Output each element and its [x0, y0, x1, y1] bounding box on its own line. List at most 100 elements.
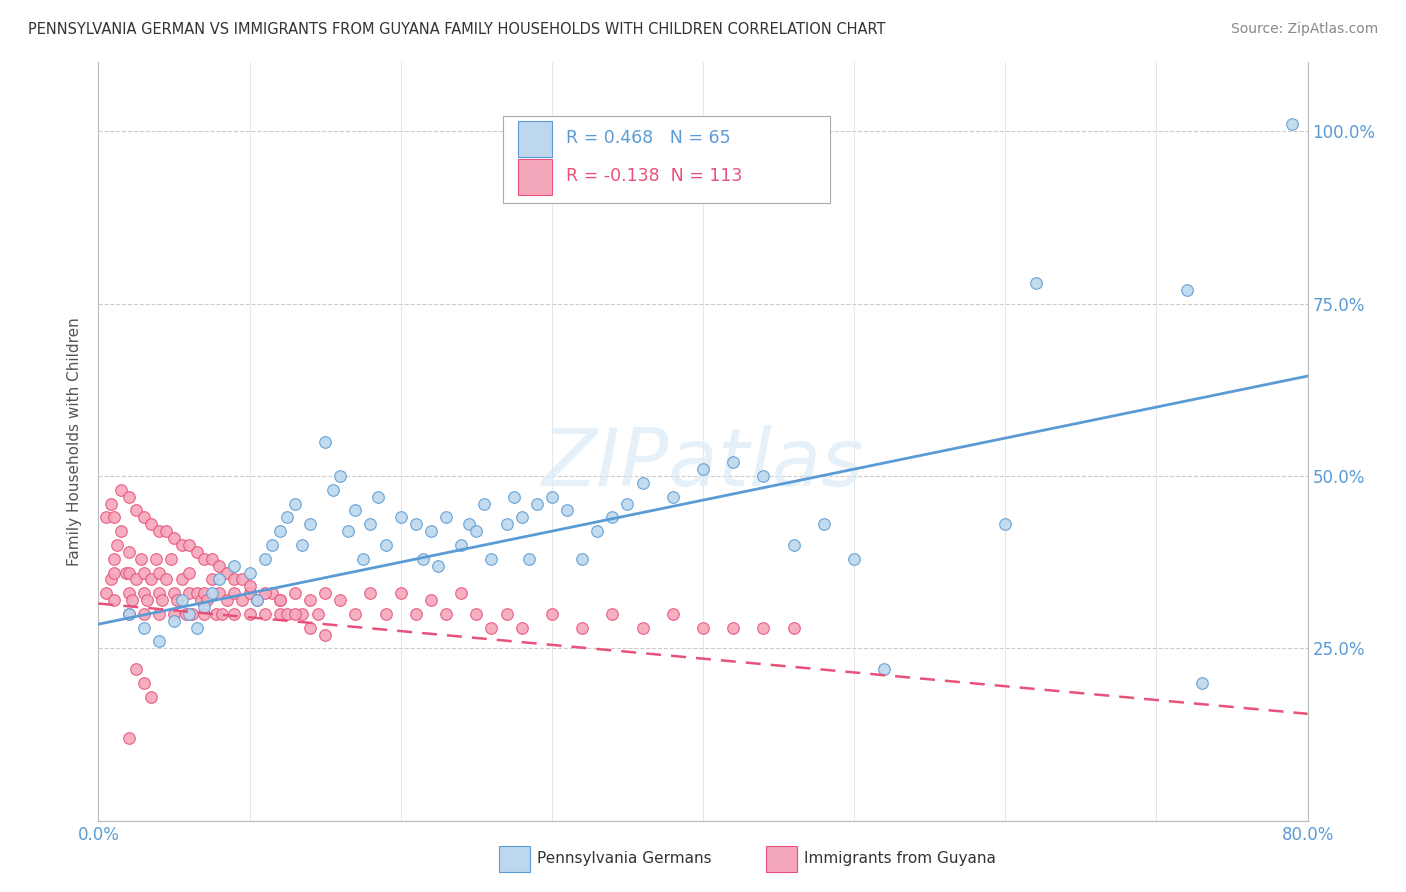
- Text: Pennsylvania Germans: Pennsylvania Germans: [537, 852, 711, 866]
- Point: [125, 503, 148, 517]
- Point: [374, 607, 396, 621]
- Point: [631, 475, 654, 490]
- Point: [208, 558, 231, 573]
- Point: [201, 551, 224, 566]
- Point: [114, 566, 136, 580]
- Point: [118, 545, 141, 559]
- Point: [586, 524, 609, 538]
- Point: [148, 586, 170, 600]
- Point: [239, 579, 262, 593]
- Point: [269, 593, 291, 607]
- Point: [602, 607, 624, 621]
- Point: [163, 614, 186, 628]
- Point: [224, 558, 246, 573]
- Point: [631, 621, 654, 635]
- Point: [125, 662, 148, 676]
- Point: [994, 517, 1017, 532]
- Point: [148, 607, 170, 621]
- Point: [118, 566, 141, 580]
- Point: [692, 462, 714, 476]
- Point: [132, 621, 155, 635]
- Point: [148, 566, 170, 580]
- Point: [269, 607, 291, 621]
- Point: [336, 524, 359, 538]
- Point: [103, 551, 125, 566]
- Point: [224, 607, 246, 621]
- Point: [179, 607, 201, 621]
- Point: [284, 607, 307, 621]
- Point: [170, 538, 193, 552]
- Point: [132, 510, 155, 524]
- Point: [193, 551, 215, 566]
- Point: [571, 621, 593, 635]
- Point: [262, 586, 284, 600]
- Point: [170, 593, 193, 607]
- FancyBboxPatch shape: [503, 115, 830, 202]
- Point: [783, 538, 806, 552]
- Point: [517, 551, 540, 566]
- Point: [783, 621, 806, 635]
- Point: [155, 524, 177, 538]
- Point: [367, 490, 389, 504]
- Point: [344, 503, 367, 517]
- Point: [450, 586, 472, 600]
- Point: [170, 573, 193, 587]
- Point: [314, 434, 336, 449]
- Point: [344, 607, 367, 621]
- Point: [145, 551, 167, 566]
- Point: [276, 607, 298, 621]
- Point: [163, 607, 186, 621]
- Point: [141, 690, 163, 704]
- Point: [571, 551, 593, 566]
- Text: R = 0.468   N = 65: R = 0.468 N = 65: [567, 129, 731, 147]
- Point: [103, 510, 125, 524]
- Point: [481, 551, 503, 566]
- Point: [412, 551, 434, 566]
- Point: [752, 621, 775, 635]
- Point: [132, 566, 155, 580]
- Point: [352, 551, 374, 566]
- Point: [692, 621, 714, 635]
- Point: [186, 621, 208, 635]
- Point: [163, 586, 186, 600]
- Point: [481, 621, 503, 635]
- Point: [723, 621, 745, 635]
- Point: [427, 558, 450, 573]
- Point: [253, 586, 276, 600]
- Point: [307, 607, 329, 621]
- Point: [510, 510, 533, 524]
- Point: [457, 517, 479, 532]
- Point: [193, 599, 215, 614]
- Point: [299, 517, 322, 532]
- Point: [231, 573, 253, 587]
- Point: [526, 497, 548, 511]
- Point: [291, 607, 314, 621]
- Point: [284, 586, 307, 600]
- Point: [540, 607, 562, 621]
- Point: [190, 593, 212, 607]
- Text: Immigrants from Guyana: Immigrants from Guyana: [804, 852, 995, 866]
- Point: [239, 607, 262, 621]
- Point: [420, 593, 443, 607]
- Point: [148, 634, 170, 648]
- Point: [132, 607, 155, 621]
- Point: [132, 675, 155, 690]
- Point: [434, 607, 457, 621]
- Y-axis label: Family Households with Children: Family Households with Children: [67, 318, 83, 566]
- Point: [135, 593, 157, 607]
- Point: [555, 503, 578, 517]
- Point: [239, 566, 262, 580]
- Point: [262, 538, 284, 552]
- Text: R = -0.138  N = 113: R = -0.138 N = 113: [567, 167, 742, 186]
- Point: [110, 524, 132, 538]
- Point: [211, 607, 233, 621]
- Point: [269, 593, 291, 607]
- Point: [118, 607, 141, 621]
- Point: [150, 593, 173, 607]
- Point: [166, 593, 188, 607]
- Point: [105, 538, 128, 552]
- Point: [129, 551, 152, 566]
- Point: [723, 455, 745, 469]
- Point: [291, 538, 314, 552]
- Point: [420, 524, 443, 538]
